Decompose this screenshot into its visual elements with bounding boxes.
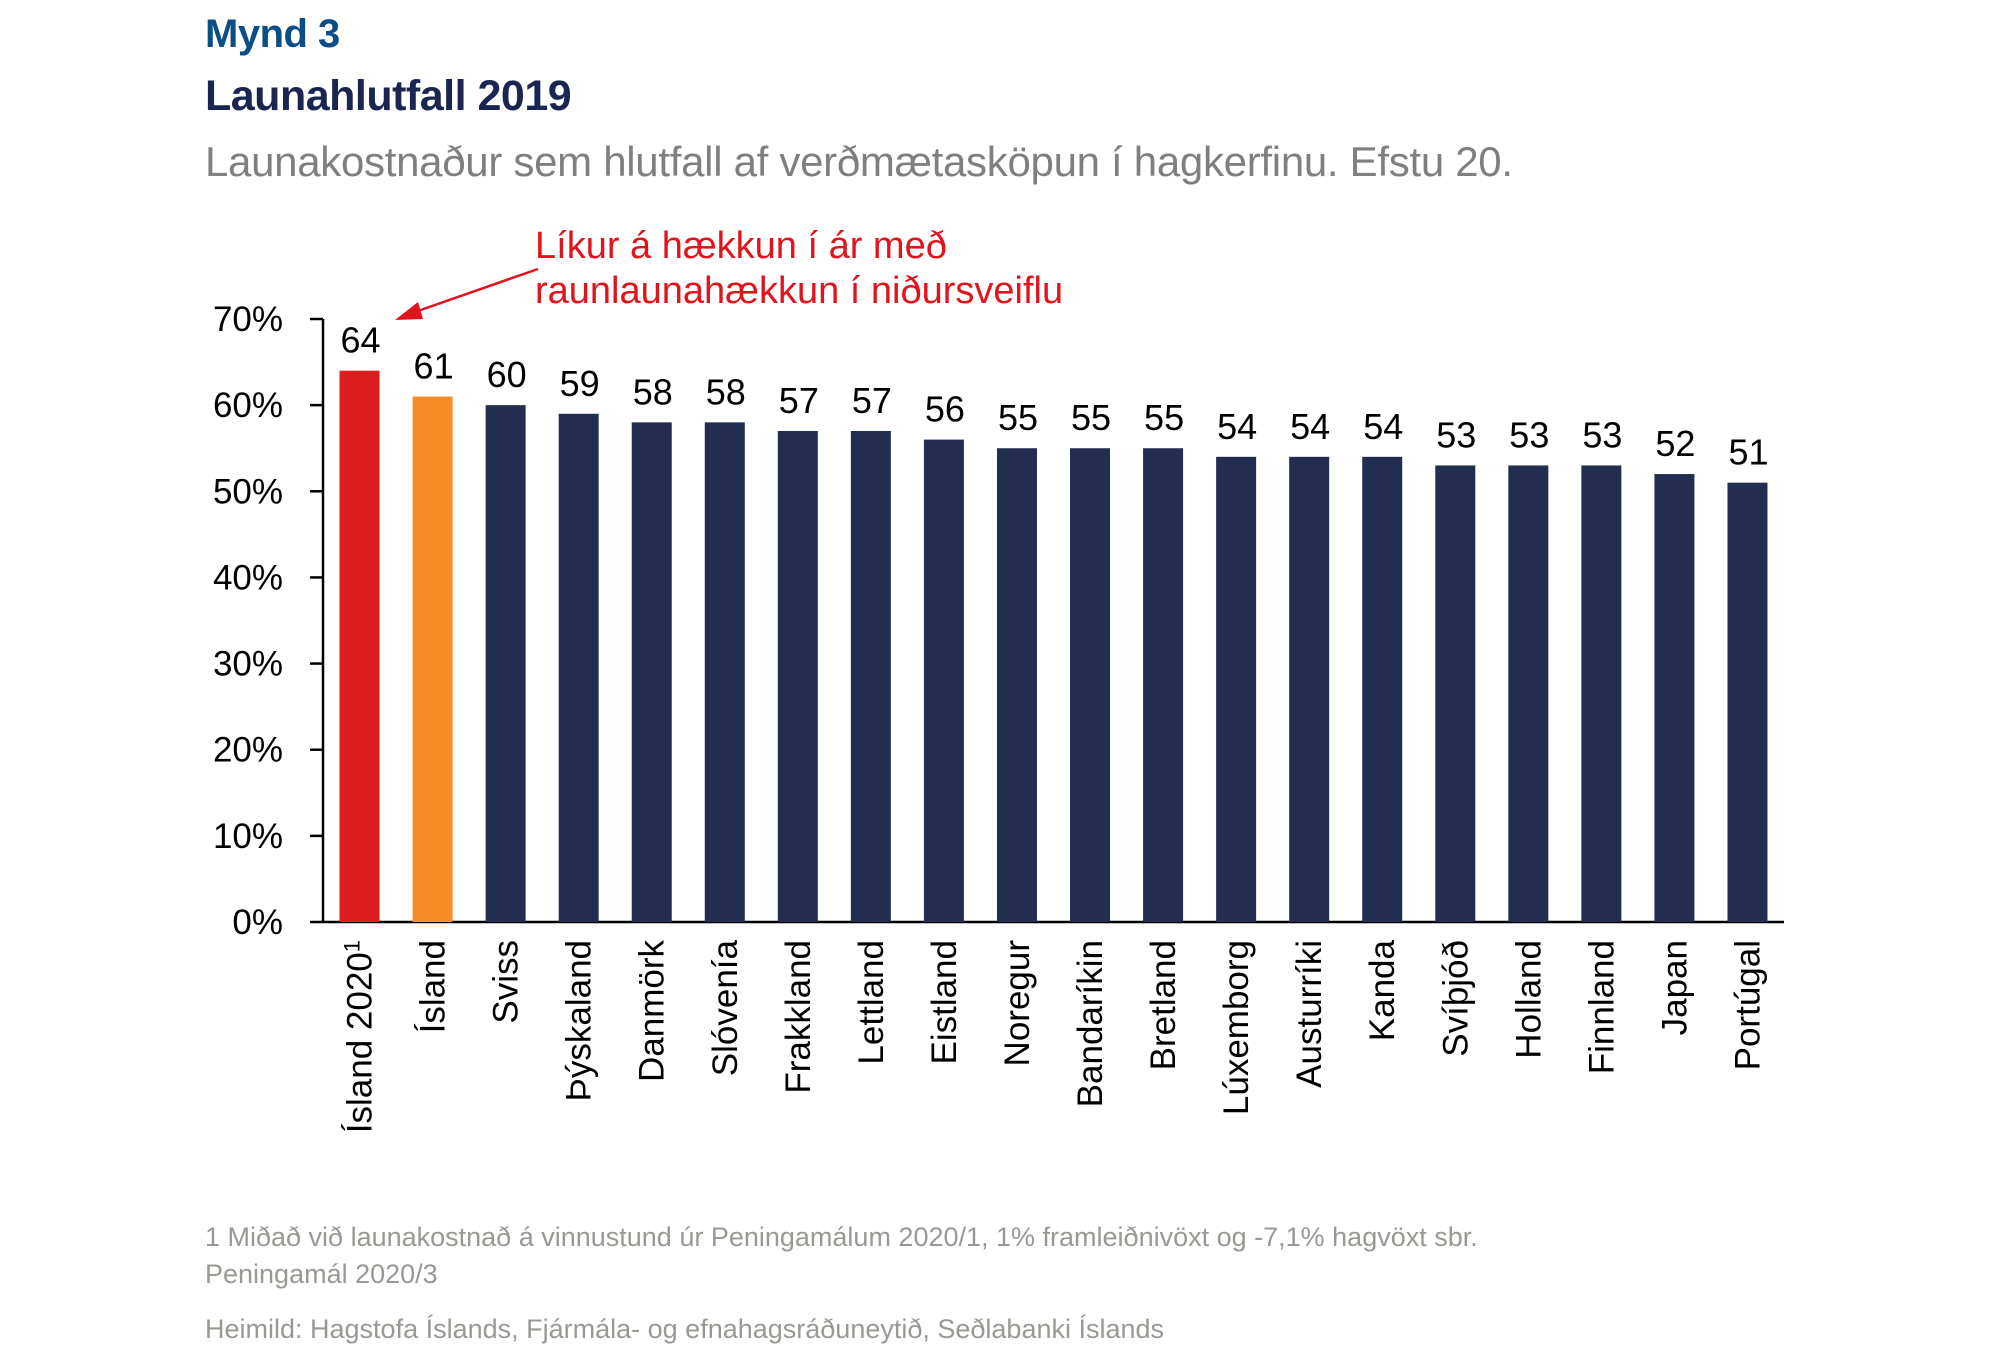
bar [1143, 448, 1184, 922]
y-tick-label: 30% [213, 645, 283, 684]
annotation-arrow [411, 267, 539, 315]
data-label: 55 [1144, 397, 1184, 438]
x-tick-label: Finnland [1582, 940, 1621, 1074]
y-tick-label: 40% [213, 558, 283, 597]
bar [1508, 465, 1549, 922]
data-label: 59 [560, 363, 600, 404]
data-label: 57 [852, 380, 892, 421]
data-label: 53 [1509, 414, 1549, 455]
annotation-text: raunlaunahækkun í niðursveiflu [535, 270, 1063, 312]
bar [631, 422, 672, 922]
data-label: 53 [1436, 414, 1476, 455]
data-label: 57 [779, 380, 819, 421]
data-label: 54 [1363, 406, 1403, 447]
x-tick-label: Bandaríkin [1071, 940, 1110, 1107]
x-tick-label: Sviss [487, 940, 526, 1024]
x-tick-label: Þýskaland [560, 940, 599, 1101]
bars [339, 370, 1768, 923]
data-label: 54 [1290, 406, 1330, 447]
data-label: 55 [998, 397, 1038, 438]
y-tick-label: 0% [232, 903, 283, 942]
x-tick-label: Eistland [925, 940, 964, 1065]
figure-label: Mynd 3 [205, 12, 340, 56]
data-label: 60 [487, 354, 527, 395]
bar [1581, 465, 1622, 922]
y-tick-label: 70% [213, 300, 283, 339]
bar [1727, 482, 1768, 922]
bar [704, 422, 745, 922]
data-label: 58 [633, 371, 673, 412]
bar [1362, 456, 1403, 922]
data-label: 56 [925, 389, 965, 430]
data-label: 61 [414, 346, 454, 387]
x-tick-label: Japan [1655, 940, 1694, 1035]
x-tick-label: Danmörk [633, 940, 672, 1082]
x-tick-label: Noregur [998, 940, 1037, 1067]
data-label: 54 [1217, 406, 1257, 447]
bar [850, 430, 891, 922]
bar [777, 430, 818, 922]
source-note: Heimild: Hagstofa Íslands, Fjármála- og … [205, 1314, 1165, 1344]
footnote-line-1: 1 Miðað við launakostnað á vinnustund úr… [205, 1222, 1478, 1252]
bar [339, 370, 380, 923]
x-tick-label: Lúxemborg [1217, 940, 1256, 1115]
annotation-text: Líkur á hækkun í ár með [535, 225, 947, 267]
data-label: 58 [706, 371, 746, 412]
bar [558, 413, 599, 922]
y-tick-label: 20% [213, 731, 283, 770]
x-tick-label: Ísland 20201 [340, 940, 380, 1133]
x-tick-label: Svíþjóð [1436, 940, 1475, 1057]
x-tick-label: Lettland [852, 940, 891, 1065]
x-tick-label: Portúgal [1728, 940, 1767, 1070]
data-label: 55 [1071, 397, 1111, 438]
data-label: 53 [1582, 414, 1622, 455]
bar [1070, 448, 1111, 922]
chart-subtitle: Launakostnaður sem hlutfall af verðmætas… [205, 138, 1513, 185]
bar [996, 448, 1037, 922]
data-label: 64 [341, 320, 381, 361]
x-tick-label: Bretland [1144, 940, 1183, 1070]
y-tick-label: 60% [213, 386, 283, 425]
bar [1435, 465, 1476, 922]
x-axis-labels: Ísland 20201 Ísland Sviss Þýskaland Danmörk S… [340, 939, 1768, 1133]
x-tick-label: Holland [1509, 940, 1548, 1059]
bar [923, 439, 964, 922]
arrowhead-icon [395, 302, 423, 320]
bar [485, 405, 526, 923]
y-tick-label: 50% [213, 472, 283, 511]
x-tick-label: Kanda [1363, 939, 1402, 1041]
x-tick-label: Ísland [414, 940, 453, 1033]
y-tick-label: 10% [213, 817, 283, 856]
data-label: 52 [1655, 423, 1695, 464]
bar [1654, 474, 1695, 922]
chart-title: Launahlutfall 2019 [205, 72, 572, 120]
x-tick-label: Austurríki [1290, 940, 1329, 1088]
bar [1289, 456, 1330, 922]
data-label: 51 [1728, 432, 1768, 473]
data-labels: 64 61 60 59 58 58 57 57 56 55 55 55 54 54 54 53 53 53 52 51 [341, 320, 1769, 473]
bar [412, 396, 453, 922]
x-tick-label: Frakkland [779, 940, 818, 1094]
footnote-line-2: Peningamál 2020/3 [205, 1259, 438, 1289]
x-tick-label: Slóvenía [706, 939, 745, 1076]
bar [1216, 456, 1257, 922]
